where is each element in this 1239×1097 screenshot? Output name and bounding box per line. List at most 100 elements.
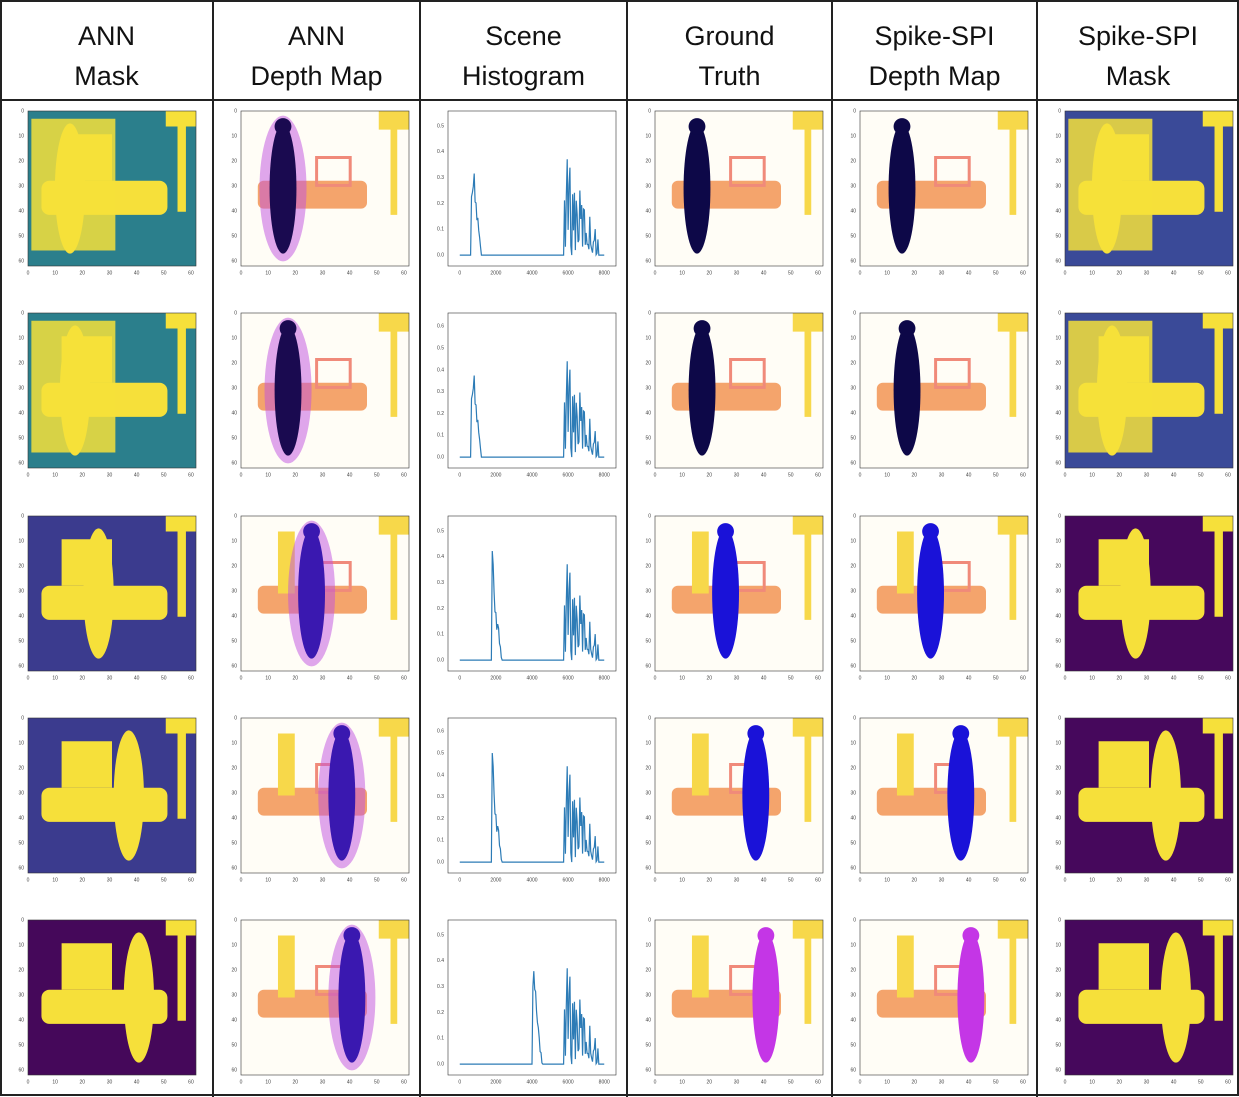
x-tick-label: 30	[107, 472, 113, 478]
x-tick-label: 0	[240, 1079, 243, 1085]
y-tick-label: 10	[18, 335, 24, 341]
y-tick-label: 0	[1058, 310, 1061, 316]
x-tick-label: 6000	[563, 1079, 574, 1085]
y-tick-label: 20	[850, 563, 856, 569]
panel: 01020304050600102030405060	[1055, 310, 1233, 478]
x-tick-label: 20	[707, 472, 713, 478]
y-tick-label: 40	[1055, 411, 1061, 417]
x-tick-label: 50	[993, 270, 999, 276]
x-tick-label: 40	[347, 270, 353, 276]
y-tick-label: 20	[850, 360, 856, 366]
x-tick-label: 50	[788, 1079, 794, 1085]
y-tick-label: 50	[231, 639, 237, 645]
x-tick-label: 4000	[526, 472, 537, 478]
panel: 020004000600080000.00.10.20.30.40.50.6	[437, 718, 616, 883]
x-tick-label: 2000	[490, 1079, 501, 1085]
x-tick-label: 6000	[563, 675, 574, 681]
x-tick-label: 20	[80, 1079, 86, 1085]
x-tick-label: 20	[80, 675, 86, 681]
y-tick-label: 50	[850, 841, 856, 847]
x-tick-label: 40	[761, 1079, 767, 1085]
x-tick-label: 10	[52, 1079, 58, 1085]
mask-person	[124, 932, 154, 1062]
y-tick-label: 60	[1055, 866, 1061, 872]
mask-table	[41, 788, 167, 822]
y-tick-label: 20	[1055, 765, 1061, 771]
person-silhouette	[328, 730, 355, 860]
y-tick-label: 10	[1055, 538, 1061, 544]
y-tick-label: 40	[231, 411, 237, 417]
x-tick-label: 10	[1089, 472, 1095, 478]
y-tick-label: 0	[648, 513, 651, 519]
x-tick-label: 0	[240, 877, 243, 883]
x-tick-label: 60	[401, 270, 407, 276]
x-tick-label: 60	[815, 1079, 821, 1085]
x-tick-label: 20	[912, 1079, 918, 1085]
x-tick-label: 20	[293, 1079, 299, 1085]
y-tick-label: 0	[648, 108, 651, 114]
y-tick-label: 20	[1055, 563, 1061, 569]
panel: 01020304050600102030405060	[850, 310, 1028, 478]
column-header: Spike-SPI	[874, 21, 994, 51]
x-tick-label: 40	[966, 1079, 972, 1085]
y-tick-label: 60	[645, 1068, 651, 1074]
mask-chair	[62, 539, 112, 586]
x-tick-label: 0	[1064, 877, 1067, 883]
y-tick-label: 50	[18, 234, 24, 240]
person-silhouette	[338, 932, 365, 1062]
x-tick-label: 20	[707, 1079, 713, 1085]
x-tick-label: 50	[1198, 472, 1204, 478]
x-tick-label: 50	[993, 1079, 999, 1085]
y-tick-label: 40	[645, 816, 651, 822]
mask-noise	[31, 321, 115, 453]
y-tick-label: 0.3	[437, 984, 444, 990]
x-tick-label: 40	[1171, 1079, 1177, 1085]
y-tick-label: 60	[231, 1068, 237, 1074]
x-tick-label: 60	[188, 270, 194, 276]
person-head	[694, 320, 711, 337]
x-tick-label: 6000	[563, 270, 574, 276]
x-tick-label: 20	[912, 270, 918, 276]
scene-lamp-left	[278, 734, 295, 796]
column-header: Depth Map	[868, 61, 1000, 91]
y-tick-label: 20	[231, 765, 237, 771]
y-tick-label: 10	[231, 538, 237, 544]
person-silhouette	[957, 932, 984, 1062]
y-tick-label: 60	[850, 866, 856, 872]
scene-lamp-left	[897, 532, 914, 594]
y-tick-label: 30	[850, 386, 856, 392]
y-tick-label: 30	[1055, 589, 1061, 595]
scene-lamp-left	[692, 532, 709, 594]
x-tick-label: 30	[1144, 877, 1150, 883]
person-head	[747, 725, 764, 742]
panel: 01020304050600102030405060	[850, 108, 1028, 276]
y-tick-label: 60	[231, 259, 237, 265]
y-tick-label: 0.3	[437, 580, 444, 586]
x-tick-label: 30	[1144, 472, 1150, 478]
y-tick-label: 30	[850, 791, 856, 797]
x-tick-label: 6000	[563, 877, 574, 883]
y-tick-label: 0.1	[437, 632, 444, 638]
x-tick-label: 0	[1064, 1079, 1067, 1085]
x-tick-label: 8000	[599, 472, 610, 478]
x-tick-label: 40	[966, 877, 972, 883]
x-tick-label: 20	[1117, 1079, 1123, 1085]
y-tick-label: 0.5	[437, 932, 444, 938]
y-tick-label: 60	[231, 664, 237, 670]
x-tick-label: 40	[134, 472, 140, 478]
panel: 020004000600080000.00.10.20.30.40.5	[437, 516, 616, 681]
y-tick-label: 50	[850, 234, 856, 240]
y-tick-label: 0	[234, 715, 237, 721]
y-tick-label: 0.2	[437, 606, 444, 612]
x-tick-label: 50	[374, 675, 380, 681]
x-tick-label: 4000	[526, 675, 537, 681]
panel: 01020304050600102030405060	[1055, 715, 1233, 883]
person-silhouette	[947, 730, 974, 860]
y-tick-label: 40	[850, 816, 856, 822]
x-tick-label: 50	[788, 675, 794, 681]
y-tick-label: 50	[1055, 639, 1061, 645]
x-tick-label: 10	[884, 472, 890, 478]
x-tick-label: 30	[734, 270, 740, 276]
y-tick-label: 0	[853, 310, 856, 316]
